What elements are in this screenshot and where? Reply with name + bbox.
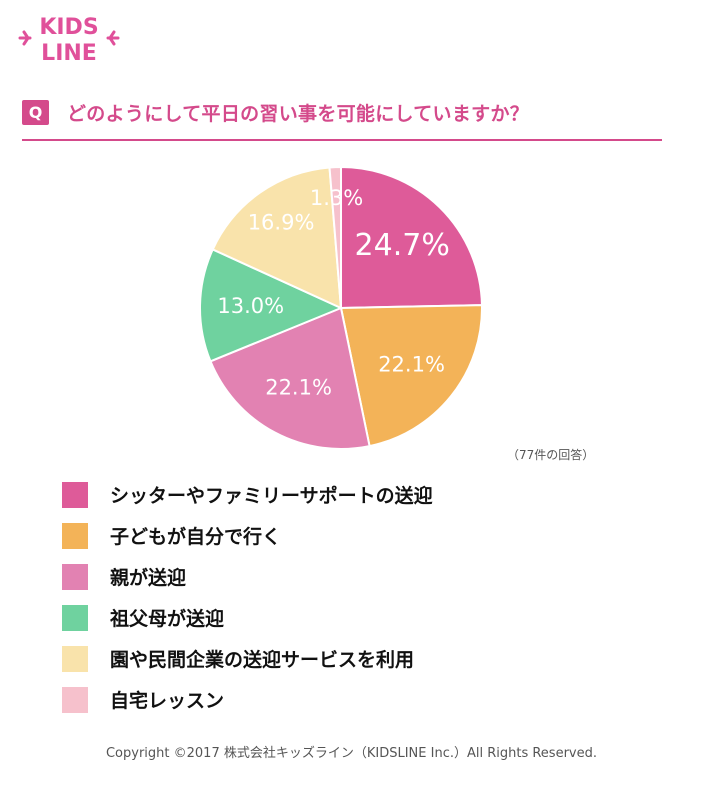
slice-label-4: 13.0% bbox=[217, 294, 284, 318]
legend-swatch bbox=[62, 645, 88, 672]
legend-label: 子どもが自分で行く bbox=[110, 526, 282, 548]
legend-item-3: 親が送迎 bbox=[62, 556, 622, 597]
respondent-count: （77件の回答） bbox=[507, 448, 595, 462]
copyright-notice: Copyright ©2017 株式会社キッズライン（KIDSLINE Inc.… bbox=[105, 746, 598, 761]
slice-label-5: 16.9% bbox=[248, 211, 315, 235]
logo-figure-right-icon bbox=[106, 30, 120, 46]
legend-swatch bbox=[62, 563, 88, 590]
logo-text-kids: KIDS bbox=[39, 15, 98, 40]
kidsline-logo: KIDS LINE bbox=[18, 15, 120, 66]
question-text: どのようにして平日の習い事を可能にしていますか？ bbox=[67, 102, 530, 125]
legend-swatch bbox=[62, 522, 88, 549]
pie-slice-2 bbox=[339, 304, 483, 448]
legend-item-4: 祖父母が送迎 bbox=[62, 597, 622, 638]
legend-label: 親が送迎 bbox=[110, 567, 187, 589]
legend-item-6: 自宅レッスン bbox=[62, 679, 622, 720]
slice-label-2: 22.1% bbox=[378, 352, 445, 376]
question-divider bbox=[22, 139, 662, 141]
question-header: Q どのようにして平日の習い事を可能にしていますか？ bbox=[22, 96, 662, 128]
pie-chart: 24.7% 22.1% 22.1% 13.0% 16.9%1.3% bbox=[199, 165, 483, 450]
chart-legend: シッターやファミリーサポートの送迎 子どもが自分で行く 親が送迎祖父母が送迎園や民間… bbox=[62, 474, 622, 720]
pie-slice-6 bbox=[328, 165, 342, 309]
legend-label: 自宅レッスン bbox=[110, 690, 225, 712]
legend-swatch bbox=[62, 604, 88, 631]
slice-label-1: 24.7% bbox=[355, 228, 450, 263]
slice-label-3: 22.1% bbox=[265, 376, 332, 400]
legend-item-5: 園や民間企業の送迎サービスを利用 bbox=[62, 638, 622, 679]
legend-label: 祖父母が送迎 bbox=[110, 608, 225, 630]
pie-slice-5 bbox=[211, 166, 343, 310]
pie-slice-4 bbox=[199, 248, 344, 363]
slice-label-6: 1.3% bbox=[310, 186, 363, 210]
pie-slice-1 bbox=[340, 165, 483, 310]
legend-swatch bbox=[62, 481, 88, 508]
legend-label: シッターやファミリーサポートの送迎 bbox=[110, 485, 433, 507]
legend-item-1: シッターやファミリーサポートの送迎 bbox=[62, 474, 622, 515]
logo-figure-left-icon bbox=[18, 30, 32, 46]
legend-label: 園や民間企業の送迎サービスを利用 bbox=[110, 649, 415, 671]
logo-text-line: LINE bbox=[41, 41, 97, 66]
question-badge: Q bbox=[22, 99, 49, 125]
pie-slice-3 bbox=[209, 306, 371, 450]
legend-item-2: 子どもが自分で行く bbox=[62, 515, 622, 556]
legend-swatch bbox=[62, 686, 88, 713]
